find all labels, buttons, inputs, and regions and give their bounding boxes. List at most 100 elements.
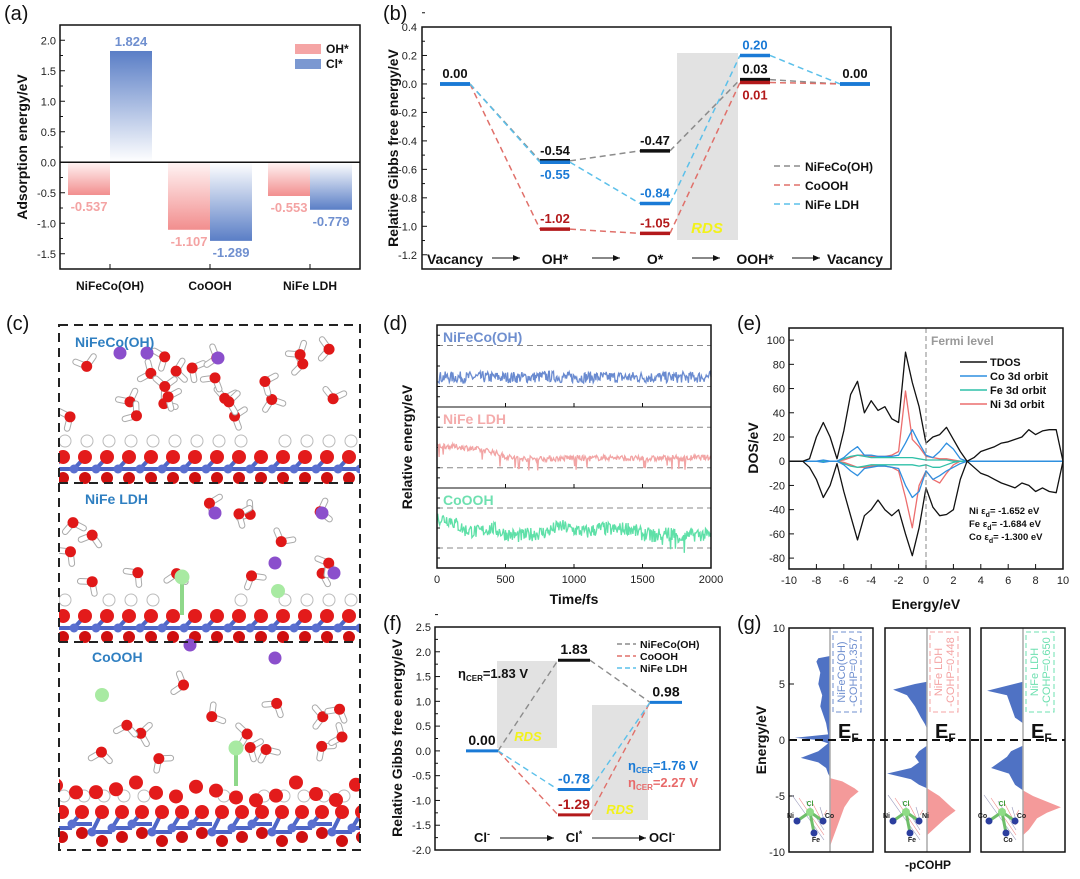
series-label: NiFeCo(OH)	[443, 329, 522, 345]
o-atom	[356, 831, 360, 843]
y-tick-label: -0.2	[398, 107, 417, 119]
metal-atom	[1002, 829, 1010, 837]
panel-label: (e)	[737, 313, 761, 335]
category-label: CoOOH	[188, 279, 231, 293]
o-atom	[249, 793, 263, 808]
panel-a: (a) -1.5 -1.0 -0.5 0.0 0.5 1.0 1.5 2.0 -0.537 1.82…	[4, 3, 361, 293]
arrowhead-icon	[639, 835, 646, 841]
o-atom	[235, 805, 249, 819]
bar-value-label: -1.289	[213, 245, 250, 260]
o-atom	[115, 805, 129, 819]
o-atom	[320, 450, 334, 464]
connector-NiFe LDH	[589, 701, 651, 790]
rds-label: RDS	[514, 729, 542, 744]
x-tick-label: 0	[434, 574, 440, 586]
metal-atom	[793, 817, 801, 825]
arrowhead-icon	[813, 255, 820, 261]
o-atom	[275, 805, 289, 819]
y-tick-label: 0	[779, 735, 785, 747]
metal-atom	[91, 464, 101, 474]
y-tick-label: 40	[773, 408, 785, 420]
o-atom	[329, 792, 343, 807]
h-atom	[344, 593, 358, 607]
o-atom	[130, 410, 142, 422]
legend-swatch-OH*	[295, 44, 321, 54]
bar-value-label: -0.553	[271, 200, 308, 215]
energy-value-label: 0.00	[468, 732, 495, 748]
h-atom	[278, 434, 292, 448]
cohp-label-box	[929, 631, 959, 713]
y-tick-label: 1.5	[41, 66, 56, 78]
metal-atom	[333, 623, 343, 633]
y-tick-label: -1.5	[412, 820, 431, 832]
metal-atom	[355, 623, 360, 633]
reaction-step-label: Vacancy	[427, 251, 483, 267]
o-atom	[276, 450, 290, 464]
connector-NiFeCo(OH)	[769, 78, 841, 85]
metal-atom	[69, 464, 79, 474]
lattice-line	[823, 809, 828, 816]
y-tick-label: 1.0	[41, 96, 56, 108]
o-atom	[335, 805, 349, 819]
metal-o-bond	[358, 625, 360, 628]
bonding-area	[1023, 790, 1061, 836]
y-tick-label: -1.0	[398, 221, 417, 233]
bar-value-label: -1.107	[171, 234, 208, 249]
atom-label: Co	[1017, 813, 1026, 820]
o-atom	[255, 805, 269, 819]
metal-atom	[223, 464, 233, 474]
o-atom	[196, 827, 208, 839]
lattice-line	[887, 794, 921, 841]
atom-label: Cl	[903, 801, 910, 808]
y-axis-label: Adsorption energy/eV	[14, 74, 30, 220]
bar-value-label: -0.537	[71, 199, 108, 214]
o-atom	[316, 740, 328, 752]
h-atom	[297, 789, 311, 803]
o-atom	[364, 450, 378, 464]
connector-CoOOH	[669, 82, 741, 234]
cl-ion	[95, 688, 109, 702]
o-atom	[69, 785, 83, 800]
o-atom	[209, 783, 223, 798]
rds-label: RDS	[691, 220, 723, 237]
molecular-structure-image	[59, 336, 378, 847]
o-atom	[343, 631, 355, 643]
arrowhead-icon	[513, 255, 520, 261]
legend-label: NiFe LDH	[805, 198, 859, 212]
h-atom	[124, 434, 138, 448]
o-atom	[129, 775, 143, 790]
x-tick-label: -10	[781, 575, 797, 587]
metal-atom	[227, 823, 237, 833]
h-atom	[146, 593, 160, 607]
energy-value-label: -0.78	[558, 771, 590, 787]
metal-atom	[245, 464, 255, 474]
legend-label: NiFeCo(OH)	[640, 639, 700, 651]
dos-curve-TDOS-down	[789, 460, 1064, 557]
o-atom	[59, 450, 70, 464]
o-atom	[244, 741, 256, 753]
o-atom	[59, 778, 63, 792]
x-tick-label: -8	[812, 575, 822, 587]
x-tick-label: 6	[1005, 575, 1011, 587]
o-atom	[135, 805, 149, 819]
o-atom	[149, 785, 163, 800]
metal-atom	[179, 464, 189, 474]
metal-atom	[333, 464, 343, 474]
h-atom	[59, 593, 72, 607]
metal-atom	[889, 817, 897, 825]
reaction-step-label: OH*	[542, 251, 569, 267]
y-tick-label: -0.6	[398, 164, 417, 176]
metal-atom	[287, 823, 297, 833]
o-atom	[101, 631, 113, 643]
metal-atom	[247, 819, 257, 829]
metal-atom	[167, 823, 177, 833]
o-atom	[195, 805, 209, 819]
o-atom	[123, 631, 135, 643]
metal-atom	[157, 623, 167, 633]
o-atom	[223, 396, 235, 408]
energy-value-label: 1.83	[560, 641, 587, 657]
metal-atom	[289, 464, 299, 474]
metal-atom	[267, 464, 277, 474]
o-atom	[203, 497, 215, 509]
